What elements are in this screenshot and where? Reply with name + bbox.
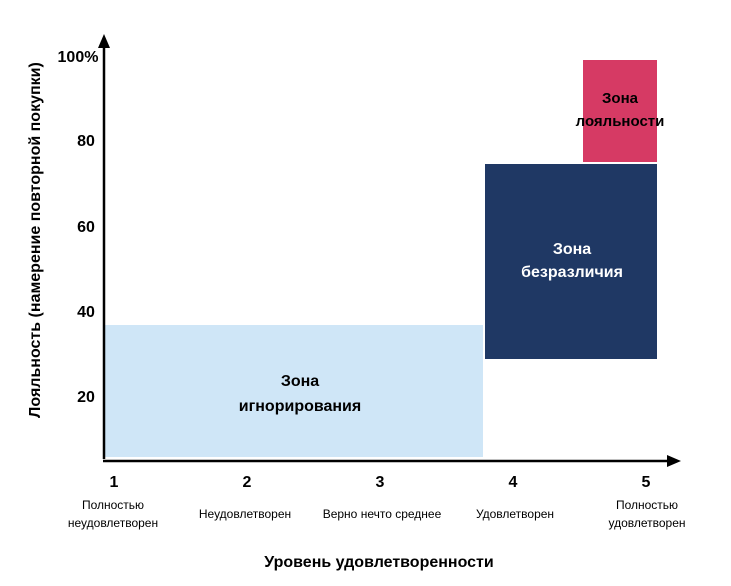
indifference-zone-label-line1: Зона [553, 241, 591, 258]
ignore-zone-label-line2: игнорирования [239, 398, 361, 415]
x-cat-label-3: Верно нечто среднее [323, 507, 442, 521]
x-tick-number-5: 5 [642, 474, 651, 491]
y-axis-arrow [98, 34, 110, 48]
loyalty-zone-label-line1: Зона [602, 90, 639, 107]
ignore-zone [104, 325, 483, 457]
x-cat-label-4: Удовлетворен [476, 507, 554, 521]
x-cat-label-1-line2: неудовлетворен [68, 516, 158, 530]
ignore-zone-label-line1: Зона [281, 373, 319, 390]
x-tick-number-2: 2 [243, 474, 252, 491]
x-axis-title: Уровень удовлетворенности [264, 554, 493, 571]
x-axis-arrow [667, 455, 681, 467]
indifference-zone-label-line2: безразличия [521, 264, 623, 281]
y-tick-label-20: 20 [77, 389, 95, 406]
x-cat-label-5-line1: Полностью [616, 498, 678, 512]
x-cat-label-1-line1: Полностью [82, 498, 144, 512]
x-tick-number-3: 3 [376, 474, 385, 491]
y-tick-label-60: 60 [77, 219, 95, 236]
x-tick-number-4: 4 [509, 474, 518, 491]
loyalty-zone [583, 60, 657, 162]
x-tick-number-1: 1 [110, 474, 119, 491]
y-axis-title: Лояльность (намерение повторной покупки) [27, 62, 44, 418]
loyalty-zone-label-line2: лояльности [576, 113, 665, 130]
y-tick-label-80: 80 [77, 133, 95, 150]
y-tick-label-40: 40 [77, 304, 95, 321]
x-cat-label-5-line2: удовлетворен [608, 516, 685, 530]
x-cat-label-2: Неудовлетворен [199, 507, 291, 521]
y-tick-label-100: 100% [58, 49, 99, 66]
indifference-zone [485, 164, 657, 359]
